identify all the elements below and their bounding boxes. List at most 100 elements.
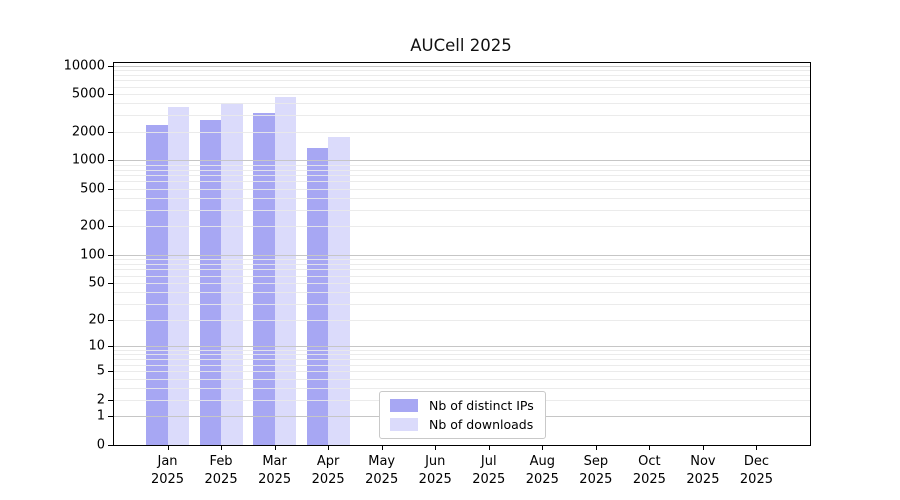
y-tick-label: 20 (88, 312, 105, 328)
gridline-minor (114, 263, 810, 265)
gridline-minor (114, 269, 810, 271)
gridline-minor (114, 74, 810, 76)
legend: Nb of distinct IPs Nb of downloads (379, 391, 546, 439)
x-tick-year: 2025 (311, 471, 345, 487)
gridline-minor (114, 259, 810, 261)
x-tick-month: Oct (638, 454, 661, 469)
x-tick-month: Nov (690, 454, 716, 469)
legend-item: Nb of downloads (386, 417, 539, 432)
gridline-minor (114, 94, 810, 96)
x-tick-mark (595, 445, 597, 450)
x-tick-label: Jan 2025 (151, 453, 184, 488)
x-tick-month: Jun (425, 454, 446, 469)
y-tick-label: 2000 (71, 124, 105, 140)
y-tick-label: 1 (96, 408, 105, 424)
gridline-minor (114, 175, 810, 176)
y-tick-label: 200 (80, 218, 105, 234)
y-tick-label: 1000 (71, 152, 105, 168)
x-tick-mark (328, 445, 330, 450)
bar-nb-of-downloads-apr-2025 (328, 136, 350, 445)
legend-item: Nb of distinct IPs (386, 398, 539, 413)
y-tick-mark (108, 65, 114, 67)
gridline-major (114, 254, 810, 256)
x-tick-label: Oct 2025 (633, 453, 666, 488)
x-tick-month: Feb (209, 454, 233, 469)
x-tick-label: Sep 2025 (579, 453, 612, 488)
plot-area: 0 1 2 5 10 20 50 100 200 500 1000 2000 5000 10000 Jan 2… (64, 58, 811, 487)
gridline-minor (114, 291, 810, 293)
y-tick-label: 0 (96, 437, 105, 453)
x-tick-label: Feb 2025 (205, 453, 238, 488)
gridline-minor (114, 198, 810, 200)
x-tick-label: Dec 2025 (740, 453, 773, 488)
gridline-minor (114, 80, 810, 82)
gridline-major (114, 160, 810, 162)
x-tick-mark (702, 445, 704, 450)
x-tick-year: 2025 (258, 471, 292, 487)
y-tick-mark (108, 399, 114, 401)
x-tick-year: 2025 (632, 471, 666, 487)
y-tick-mark (108, 131, 114, 133)
x-tick-year: 2025 (204, 471, 238, 487)
y-tick-label: 10 (88, 338, 105, 354)
y-tick-mark (108, 226, 114, 228)
gridline-minor (114, 364, 810, 366)
x-tick-year: 2025 (472, 471, 506, 487)
legend-swatch-nb-of-distinct-ips (390, 399, 418, 412)
gridline-minor (114, 354, 810, 356)
y-tick-label: 500 (80, 181, 105, 197)
y-tick-mark (108, 416, 114, 418)
x-tick-month: May (368, 454, 396, 469)
x-tick-mark (542, 445, 544, 450)
gridline-minor (114, 319, 810, 321)
gridline-minor (114, 275, 810, 277)
x-tick-mark (435, 445, 437, 450)
bar-nb-of-distinct-ips-apr-2025 (306, 148, 329, 445)
y-tick-mark (108, 371, 114, 373)
legend-item-label: Nb of downloads (429, 417, 534, 432)
x-tick-label: Aug 2025 (526, 453, 559, 488)
gridline-minor (114, 115, 810, 117)
gridline-minor (114, 226, 810, 228)
y-tick-label: 10000 (63, 58, 105, 73)
gridline-minor (114, 282, 810, 284)
gridline-minor (114, 209, 810, 211)
x-tick-mark (381, 445, 383, 450)
gridline-major (114, 346, 810, 348)
gridline-major (114, 65, 810, 67)
y-tick-mark (108, 445, 114, 446)
x-tick-label: May 2025 (365, 453, 398, 488)
x-tick-year: 2025 (150, 471, 185, 487)
gridline-minor (114, 103, 810, 105)
bar-nb-of-distinct-ips-feb-2025 (199, 120, 222, 445)
x-tick-month: Jan (157, 454, 178, 469)
x-tick-label: Mar 2025 (258, 453, 291, 488)
x-tick-month: Aug (529, 454, 555, 469)
gridline-minor (114, 164, 810, 166)
x-tick-year: 2025 (579, 471, 613, 487)
x-tick-year: 2025 (365, 471, 399, 487)
gridline-minor (114, 350, 810, 352)
x-tick-month: Mar (262, 454, 287, 469)
y-tick-mark (108, 188, 114, 190)
gridline-minor (114, 359, 810, 361)
chart-title: AUCell 2025 (410, 36, 512, 55)
x-tick-month: Jul (480, 454, 497, 469)
gridline-minor (114, 69, 810, 71)
legend-item-label: Nb of distinct IPs (429, 398, 534, 413)
bar-nb-of-downloads-mar-2025 (274, 96, 297, 445)
x-tick-mark (221, 445, 223, 450)
x-tick-mark (649, 445, 651, 450)
y-tick-mark (108, 282, 114, 284)
x-tick-label: Jun 2025 (419, 453, 452, 488)
gridline-minor (114, 86, 810, 88)
y-tick-label: 5 (96, 363, 105, 379)
y-tick-label: 50 (88, 275, 105, 291)
gridline-minor (114, 181, 810, 183)
gridline-minor (114, 188, 810, 190)
gridline-minor (114, 303, 810, 305)
gridline-minor (114, 387, 810, 389)
x-tick-mark (167, 445, 169, 450)
y-tick-label: 100 (80, 247, 105, 263)
